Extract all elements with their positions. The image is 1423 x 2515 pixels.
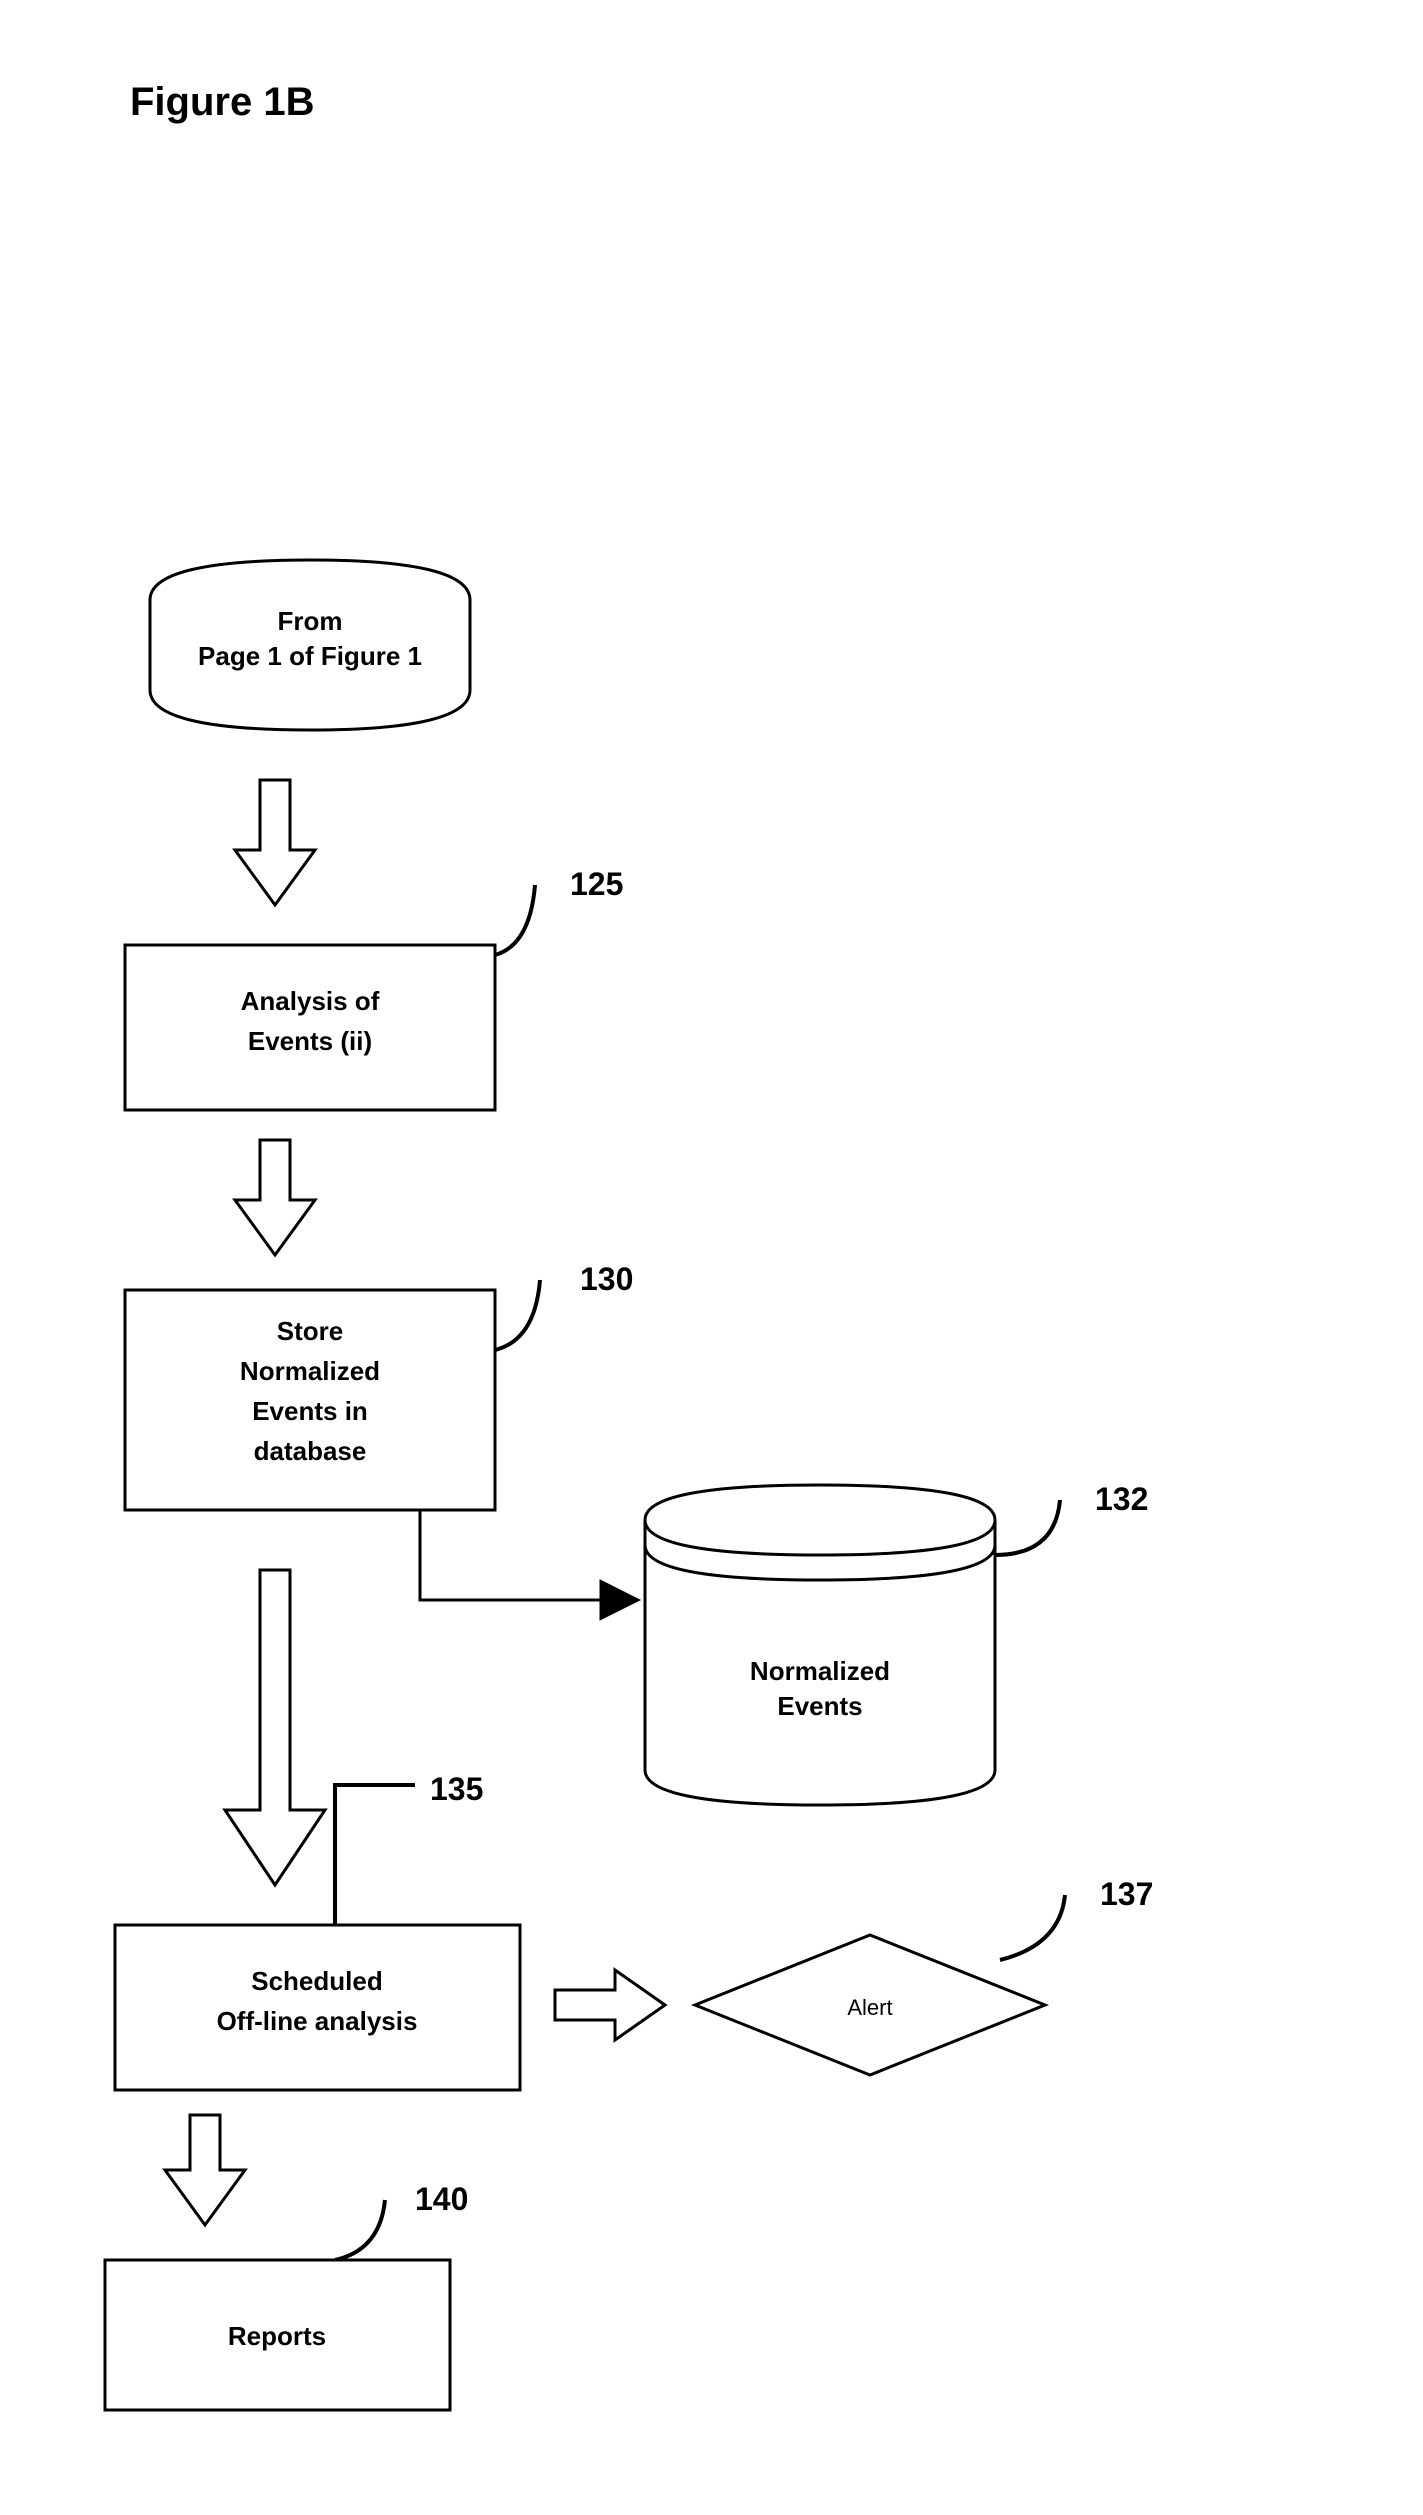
arrow-1	[235, 780, 315, 905]
database-node: Normalized Events	[645, 1485, 995, 1805]
connector-text-1: From	[278, 606, 343, 636]
store-node: Store Normalized Events in database	[125, 1290, 495, 1510]
connector-store-to-db	[420, 1510, 640, 1620]
connector-text-2: Page 1 of Figure 1	[198, 641, 422, 671]
alert-text: Alert	[847, 1995, 892, 2020]
label-140: 140	[335, 2181, 468, 2260]
svg-text:132: 132	[1095, 1481, 1148, 1517]
arrow-2	[235, 1140, 315, 1255]
flowchart-diagram: Figure 1B From Page 1 of Figure 1 125 An…	[0, 0, 1423, 2515]
label-125: 125	[495, 866, 623, 955]
alert-node: Alert	[695, 1935, 1045, 2075]
svg-text:140: 140	[415, 2181, 468, 2217]
connector-node: From Page 1 of Figure 1	[150, 560, 470, 730]
analysis-node: Analysis of Events (ii)	[125, 945, 495, 1110]
store-text-3: Events in	[252, 1396, 368, 1426]
store-text-4: database	[254, 1436, 367, 1466]
store-text-2: Normalized	[240, 1356, 380, 1386]
label-132: 132	[995, 1481, 1148, 1555]
svg-text:137: 137	[1100, 1876, 1153, 1912]
figure-title: Figure 1B	[130, 80, 314, 124]
scheduled-text-1: Scheduled	[251, 1966, 382, 1996]
arrow-right	[555, 1970, 665, 2040]
svg-text:130: 130	[580, 1261, 633, 1297]
analysis-text-1: Analysis of	[241, 986, 380, 1016]
db-text-1: Normalized	[750, 1656, 890, 1686]
store-text-1: Store	[277, 1316, 343, 1346]
label-130: 130	[495, 1261, 633, 1350]
scheduled-node: Scheduled Off-line analysis	[115, 1925, 520, 2090]
arrow-3	[225, 1570, 325, 1885]
analysis-text-2: Events (ii)	[248, 1026, 372, 1056]
db-text-2: Events	[777, 1691, 862, 1721]
scheduled-text-2: Off-line analysis	[217, 2006, 418, 2036]
svg-text:125: 125	[570, 866, 623, 902]
svg-text:135: 135	[430, 1771, 483, 1807]
arrow-4	[165, 2115, 245, 2225]
label-135: 135	[335, 1771, 483, 1925]
label-137: 137	[1000, 1876, 1153, 1960]
reports-node: Reports	[105, 2260, 450, 2410]
reports-text: Reports	[228, 2321, 326, 2351]
